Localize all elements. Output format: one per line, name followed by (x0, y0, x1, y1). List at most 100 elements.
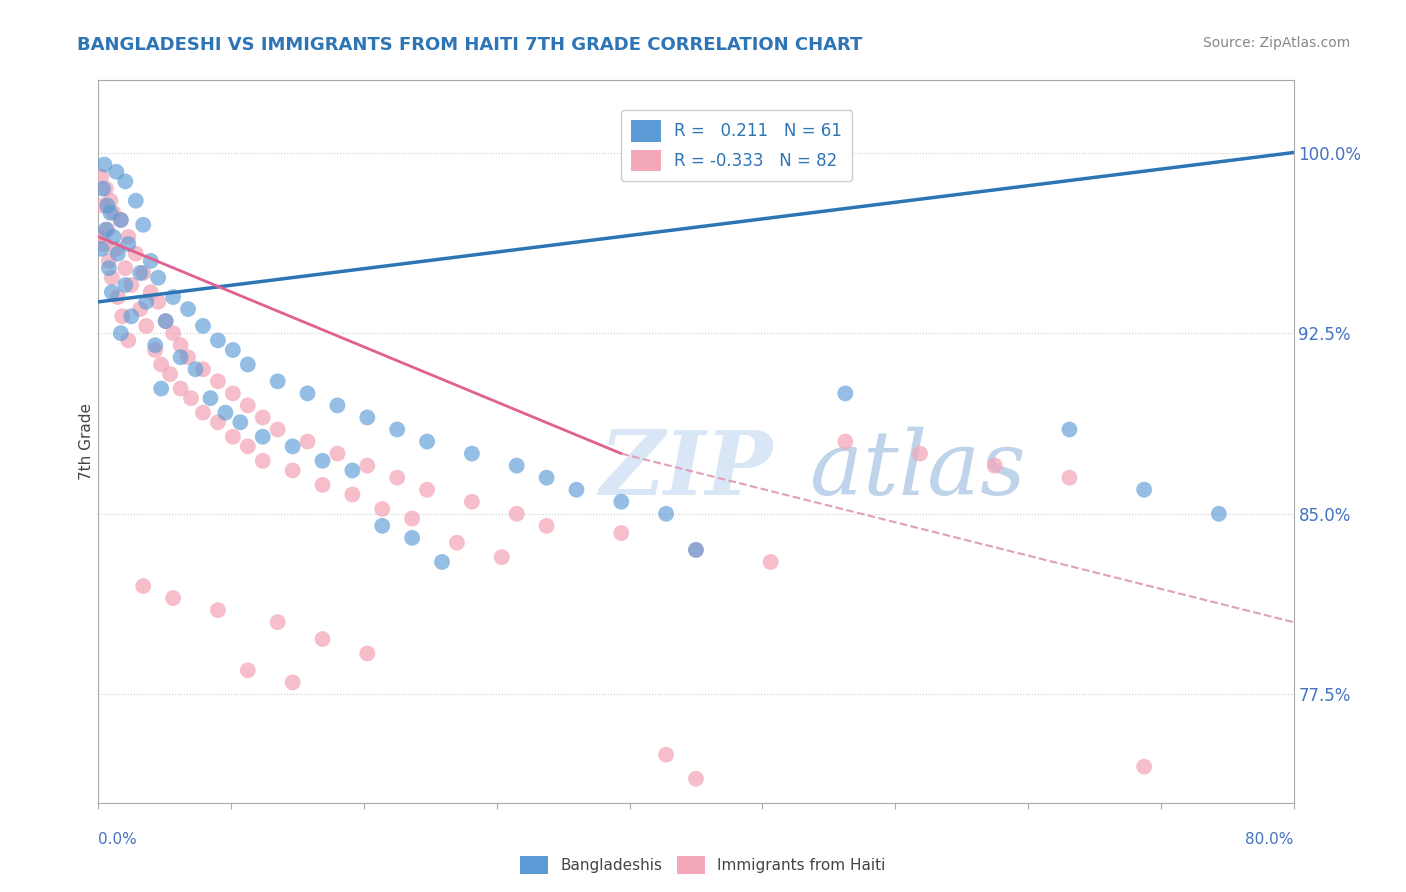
Point (132, 218, 155, 232)
Point (267, 615, 290, 629)
Point (207, 334, 229, 348)
Point (148, 270, 170, 285)
Point (834, 386, 856, 401)
Point (132, 579, 155, 593)
Point (461, 494, 484, 508)
Point (120, 310, 142, 324)
Point (252, 410, 274, 425)
Point (655, 747, 678, 762)
Legend: R =   0.211   N = 61, R = -0.333   N = 82: R = 0.211 N = 61, R = -0.333 N = 82 (620, 111, 852, 181)
Point (416, 434, 439, 449)
Point (143, 343, 166, 357)
Point (1059, 422, 1081, 436)
Point (180, 391, 202, 405)
Point (655, 507, 678, 521)
Point (908, 446, 931, 460)
Point (114, 174, 136, 188)
Point (150, 382, 173, 396)
Point (97, 261, 120, 276)
Point (236, 663, 259, 677)
Point (1059, 470, 1081, 484)
Point (125, 194, 148, 208)
Point (207, 415, 229, 429)
Point (110, 326, 132, 340)
Point (281, 675, 304, 690)
Point (150, 358, 173, 372)
Point (110, 213, 132, 227)
Point (132, 266, 155, 280)
Point (105, 242, 128, 256)
Point (1133, 759, 1156, 773)
Point (536, 470, 558, 484)
Point (90, 169, 112, 184)
Point (565, 483, 588, 497)
Text: ZIP: ZIP (600, 427, 773, 514)
Point (297, 434, 319, 449)
Point (117, 229, 139, 244)
Point (222, 386, 245, 401)
Text: BANGLADESHI VS IMMIGRANTS FROM HAITI 7TH GRADE CORRELATION CHART: BANGLADESHI VS IMMIGRANTS FROM HAITI 7TH… (77, 36, 863, 54)
Point (169, 338, 191, 352)
Point (207, 374, 229, 388)
Point (191, 406, 214, 420)
Point (162, 591, 184, 605)
Point (685, 542, 707, 557)
Point (356, 458, 378, 473)
Point (90, 242, 112, 256)
Point (191, 318, 214, 333)
Point (229, 415, 252, 429)
Point (91, 181, 114, 195)
Point (98, 205, 122, 219)
Point (311, 478, 333, 492)
Point (129, 301, 152, 316)
Point (114, 261, 136, 276)
Point (96, 198, 118, 212)
Point (536, 518, 558, 533)
Point (326, 446, 349, 460)
Point (385, 422, 409, 436)
Point (1133, 483, 1156, 497)
Point (91, 198, 114, 212)
Point (111, 310, 134, 324)
Point (98, 194, 122, 208)
Point (610, 494, 633, 508)
Point (155, 314, 177, 328)
Point (125, 246, 148, 260)
Point (356, 410, 378, 425)
Point (162, 290, 184, 304)
Point (159, 367, 181, 381)
Point (685, 542, 707, 557)
Point (491, 550, 513, 565)
Point (430, 555, 453, 569)
Point (311, 454, 333, 468)
Point (416, 483, 439, 497)
Point (200, 391, 222, 405)
Point (252, 454, 274, 468)
Point (984, 458, 1007, 473)
Point (326, 398, 349, 412)
Point (297, 386, 319, 401)
Point (610, 526, 633, 541)
Point (1208, 507, 1230, 521)
Point (177, 350, 200, 364)
Point (506, 507, 529, 521)
Point (129, 266, 152, 280)
Point (101, 270, 124, 285)
Point (267, 422, 290, 436)
Point (169, 382, 191, 396)
Point (177, 301, 200, 316)
Point (371, 518, 394, 533)
Point (759, 555, 782, 569)
Point (117, 334, 139, 348)
Point (222, 343, 245, 357)
Point (685, 772, 707, 786)
Point (139, 285, 162, 300)
Point (281, 439, 304, 453)
Text: 0.0%: 0.0% (98, 831, 138, 847)
Text: atlas: atlas (810, 427, 1025, 514)
Point (107, 290, 129, 304)
Point (94, 222, 117, 236)
Point (96, 222, 118, 236)
Point (162, 326, 184, 340)
Point (155, 314, 177, 328)
